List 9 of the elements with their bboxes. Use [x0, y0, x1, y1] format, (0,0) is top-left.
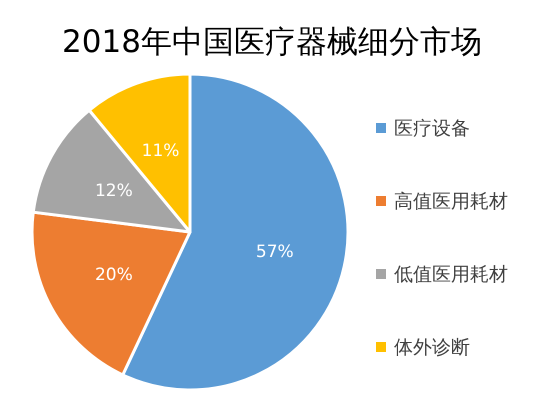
legend-label: 低值医用耗材 [394, 264, 508, 286]
data-label: 11% [142, 141, 180, 162]
data-label: 57% [256, 242, 294, 262]
legend-label: 医疗设备 [394, 118, 470, 140]
legend-label: 体外诊断 [394, 336, 470, 359]
data-label: 12% [94, 181, 133, 202]
data-label: 20% [94, 264, 133, 285]
chart-title: 2018年中国医疗器械细分市场 [62, 24, 482, 60]
legend-label: 高值医用耗材 [394, 190, 508, 213]
